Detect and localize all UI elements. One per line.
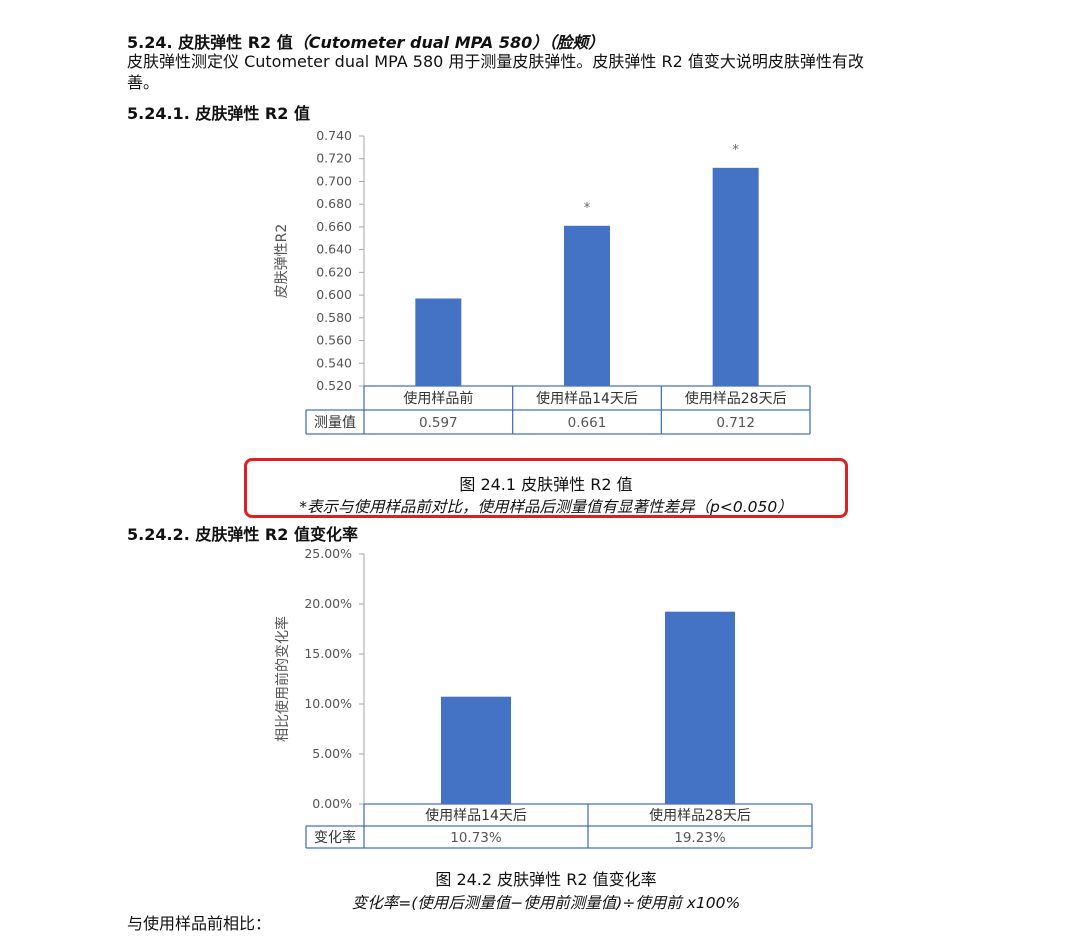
table-value: 0.712 xyxy=(716,415,755,431)
section-title: 皮肤弹性 R2 值 xyxy=(178,33,293,52)
y-tick-label: 0.680 xyxy=(316,196,352,211)
y-tick-label: 0.720 xyxy=(316,151,352,166)
bar xyxy=(564,225,610,386)
section-area: （脸颊） xyxy=(548,33,605,52)
y-tick-label: 0.540 xyxy=(316,355,352,370)
figure-1-note: *表示与使用样品前对比，使用样品后测量值有显著性差异（p<0.050） xyxy=(299,498,793,516)
intro-line-2: 善。 xyxy=(127,73,160,92)
subsection-2-number: 5.24.2. xyxy=(127,525,190,544)
table-value: 19.23% xyxy=(674,830,726,846)
subsection-1-heading: 5.24.1. 皮肤弹性 R2 值 xyxy=(127,100,310,124)
table-value: 0.597 xyxy=(419,415,458,431)
y-tick-label: 0.640 xyxy=(316,242,352,257)
y-tick-label: 0.660 xyxy=(316,219,352,234)
category-label: 使用样品28天后 xyxy=(685,390,787,407)
subsection-1-title: 皮肤弹性 R2 值 xyxy=(195,104,310,123)
subsection-1-number: 5.24.1. xyxy=(127,104,190,123)
subsection-2-title: 皮肤弹性 R2 值变化率 xyxy=(195,525,358,544)
y-tick-label: 15.00% xyxy=(304,646,352,661)
y-tick-label: 10.00% xyxy=(304,696,352,711)
y-tick-label: 0.580 xyxy=(316,310,352,325)
table-value: 10.73% xyxy=(450,830,502,846)
category-label: 使用样品前 xyxy=(403,390,473,407)
y-tick-label: 0.620 xyxy=(316,264,352,279)
section-number: 5.24. xyxy=(127,33,173,52)
y-tick-label: 0.740 xyxy=(316,128,352,143)
figure-2-formula: 变化率=(使用后测量值−使用前测量值)÷使用前 x100% xyxy=(351,894,741,912)
section-heading: 5.24. 皮肤弹性 R2 值（Cutometer dual MPA 580）（… xyxy=(127,29,604,53)
chart-r2-values: 0.520 0.540 0.560 0.580 0.600 0.620 0.640 0.660… xyxy=(274,128,811,435)
table-value: 0.661 xyxy=(568,415,607,431)
y-tick-label: 0.560 xyxy=(316,333,352,348)
significance-marker: * xyxy=(732,143,739,158)
figure-2-caption: 图 24.2 皮肤弹性 R2 值变化率 xyxy=(435,870,657,889)
bar xyxy=(415,298,462,386)
y-tick-label: 25.00% xyxy=(304,546,352,561)
y-tick-label: 0.700 xyxy=(316,173,352,188)
y-tick-label: 20.00% xyxy=(304,596,352,611)
footer-text: 与使用样品前相比： xyxy=(127,914,272,933)
y-tick-label: 0.520 xyxy=(316,378,352,393)
significance-marker: * xyxy=(584,201,591,216)
y-axis-label: 相比使用前的变化率 xyxy=(274,616,291,742)
y-tick-label: 0.00% xyxy=(312,796,352,811)
bar xyxy=(665,611,735,804)
figure-1-caption: 图 24.1 皮肤弹性 R2 值 xyxy=(459,475,633,494)
category-label: 使用样品14天后 xyxy=(536,390,638,407)
y-axis-label: 皮肤弹性R2 xyxy=(274,224,290,299)
y-tick-label: 5.00% xyxy=(312,746,352,761)
table-row-label: 测量值 xyxy=(314,415,356,431)
chart-r2-change-rate: 0.00% 5.00% 10.00% 15.00% 20.00% 25.00% 相比使用前的… xyxy=(274,546,813,849)
category-label: 使用样品28天后 xyxy=(649,807,751,824)
section-instrument: （Cutometer dual MPA 580） xyxy=(292,33,549,52)
caption-highlight-box xyxy=(244,458,848,518)
bar xyxy=(441,696,511,804)
y-tick-label: 0.600 xyxy=(316,287,352,302)
intro-line-1: 皮肤弹性测定仪 Cutometer dual MPA 580 用于测量皮肤弹性。… xyxy=(127,52,864,71)
bar xyxy=(712,167,759,386)
subsection-2-heading: 5.24.2. 皮肤弹性 R2 值变化率 xyxy=(127,521,358,545)
category-label: 使用样品14天后 xyxy=(425,807,527,824)
table-row-label: 变化率 xyxy=(314,829,356,846)
